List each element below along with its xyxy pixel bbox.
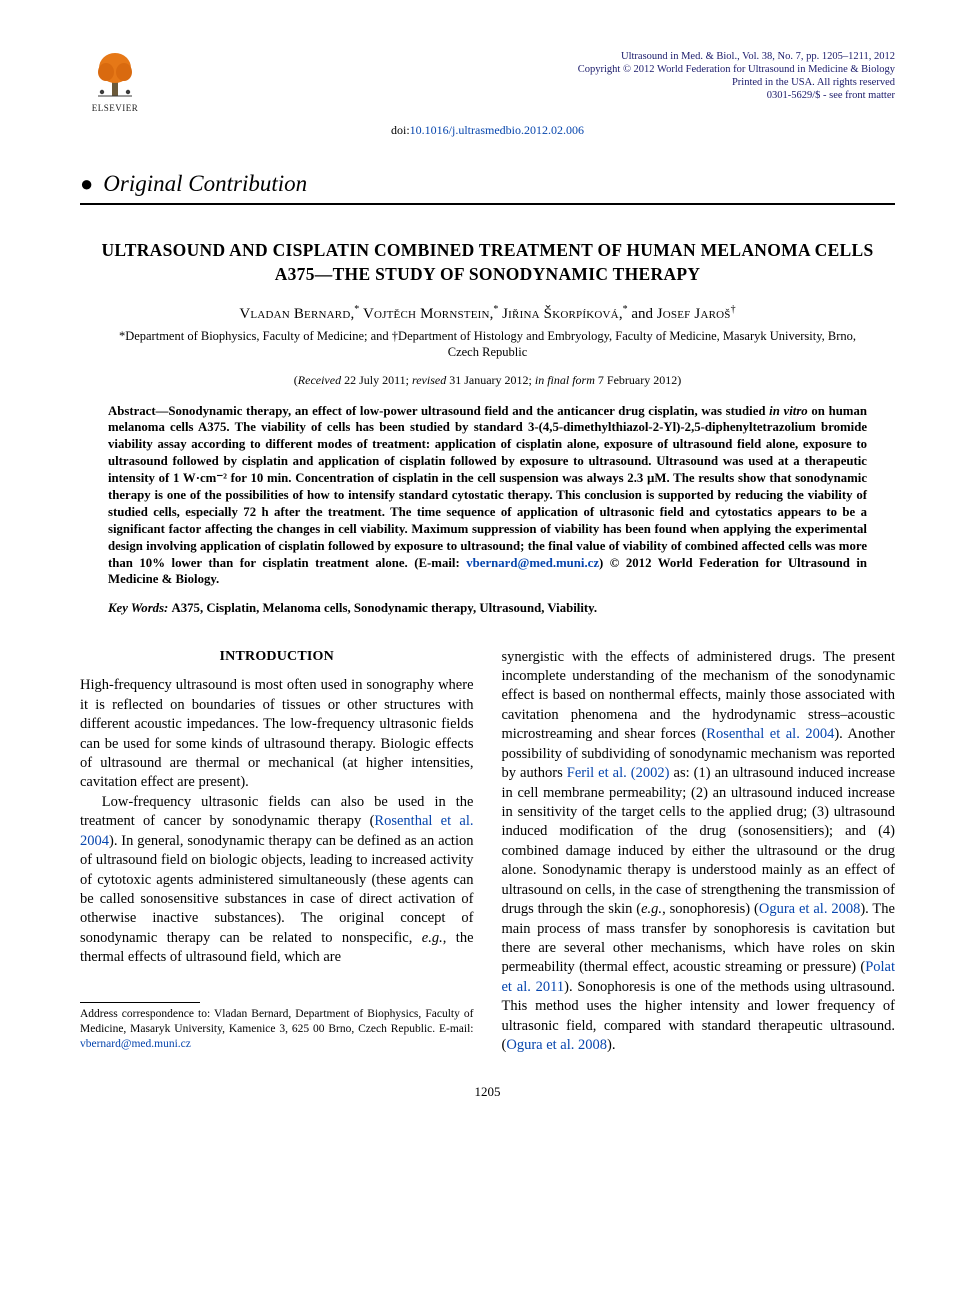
keywords-list: A375, Cisplatin, Melanoma cells, Sonodyn… — [172, 601, 598, 615]
final-label: in final form — [535, 373, 595, 387]
doi-link[interactable]: 10.1016/j.ultrasmedbio.2012.02.006 — [410, 123, 584, 137]
meta-copyright: Copyright © 2012 World Federation for Ul… — [578, 63, 895, 76]
keywords-label: Key Words: — [108, 601, 168, 615]
keywords: Key Words: A375, Cisplatin, Melanoma cel… — [108, 600, 867, 617]
received-date: 22 July 2011 — [344, 373, 406, 387]
abstract-invitro: in vitro — [769, 404, 808, 418]
abstract-body-2: on human melanoma cells A375. The viabil… — [108, 404, 867, 570]
publisher-logo: ELSEVIER — [80, 50, 150, 114]
section-marker: ● Original Contribution — [80, 168, 895, 199]
publisher-label: ELSEVIER — [92, 102, 139, 114]
author-1: Vladan Bernard — [239, 306, 350, 322]
author-2: Vojtěch Mornstein — [363, 306, 490, 322]
intro-p2b: ). In general, sonodynamic therapy can b… — [80, 833, 474, 946]
correspondence-footnote: Address correspondence to: Vladan Bernar… — [80, 1007, 474, 1052]
column-right: synergistic with the effects of administ… — [502, 648, 896, 1056]
intro-eg2: e.g. — [641, 901, 662, 917]
cite-ogura-2008a[interactable]: Ogura et al. 2008 — [759, 901, 860, 917]
author-4-mark: † — [731, 304, 736, 315]
cite-rosenthal-2004b[interactable]: Rosenthal et al. 2004 — [706, 726, 834, 742]
intro-p1: High-frequency ultrasound is most often … — [80, 676, 474, 793]
bullet-icon: ● — [80, 173, 93, 195]
final-date: 7 February 2012 — [598, 373, 677, 387]
cite-feril-2002[interactable]: Feril et al. (2002) — [567, 765, 670, 781]
body-columns: INTRODUCTION High-frequency ultrasound i… — [80, 648, 895, 1056]
page-number: 1205 — [80, 1083, 895, 1101]
doi-label: doi: — [391, 123, 410, 137]
meta-citation: Ultrasound in Med. & Biol., Vol. 38, No.… — [578, 50, 895, 63]
authors: Vladan Bernard,* Vojtěch Mornstein,* Jiř… — [80, 303, 895, 324]
intro-p2f: as: (1) an ultrasound induced increase i… — [502, 765, 896, 917]
intro-heading: INTRODUCTION — [80, 648, 474, 667]
author-3: Jiřina Škorpíková — [502, 306, 619, 322]
affil-star: *Department of Biophysics, Faculty of Me… — [119, 329, 392, 343]
cite-ogura-2008b[interactable]: Ogura et al. 2008 — [506, 1037, 607, 1053]
meta-issn: 0301-5629/$ - see front matter — [578, 89, 895, 102]
footnote-email-link[interactable]: vbernard@med.muni.cz — [80, 1038, 191, 1050]
abstract: Abstract—Sonodynamic therapy, an effect … — [108, 403, 867, 589]
intro-eg1: e.g. — [422, 930, 443, 946]
footnote-rule — [80, 1002, 200, 1003]
intro-p2-right: synergistic with the effects of administ… — [502, 648, 896, 1056]
author-3-mark: * — [623, 304, 628, 315]
section-label: Original Contribution — [103, 168, 307, 199]
affiliations: *Department of Biophysics, Faculty of Me… — [110, 328, 865, 361]
received-label: Received — [298, 373, 341, 387]
revised-label: revised — [412, 373, 446, 387]
revised-date: 31 January 2012 — [449, 373, 528, 387]
intro-p2-left: Low-frequency ultrasonic fields can also… — [80, 793, 474, 968]
journal-meta: Ultrasound in Med. & Biol., Vol. 38, No.… — [578, 50, 895, 103]
article-title: ULTRASOUND AND CISPLATIN COMBINED TREATM… — [100, 239, 875, 286]
author-1-mark: * — [354, 304, 359, 315]
abstract-body-1: Sonodynamic therapy, an effect of low-po… — [168, 404, 769, 418]
doi-line: doi:10.1016/j.ultrasmedbio.2012.02.006 — [80, 122, 895, 138]
elsevier-tree-icon — [92, 50, 138, 100]
author-2-mark: * — [493, 304, 498, 315]
meta-printed: Printed in the USA. All rights reserved — [578, 76, 895, 89]
intro-p2j: ). — [607, 1037, 615, 1053]
intro-p2g: , sonophoresis) ( — [662, 901, 759, 917]
section-rule — [80, 203, 895, 205]
abstract-label: Abstract— — [108, 404, 168, 418]
abstract-email-link[interactable]: vbernard@med.muni.cz — [466, 556, 599, 570]
article-dates: (Received 22 July 2011; revised 31 Janua… — [80, 372, 895, 388]
author-4: Josef Jaroš — [657, 306, 731, 322]
footnote-text: Address correspondence to: Vladan Bernar… — [80, 1008, 474, 1035]
column-left: INTRODUCTION High-frequency ultrasound i… — [80, 648, 474, 1056]
header-row: ELSEVIER Ultrasound in Med. & Biol., Vol… — [80, 50, 895, 114]
affil-dagger: †Department of Histology and Embryology,… — [392, 329, 856, 359]
